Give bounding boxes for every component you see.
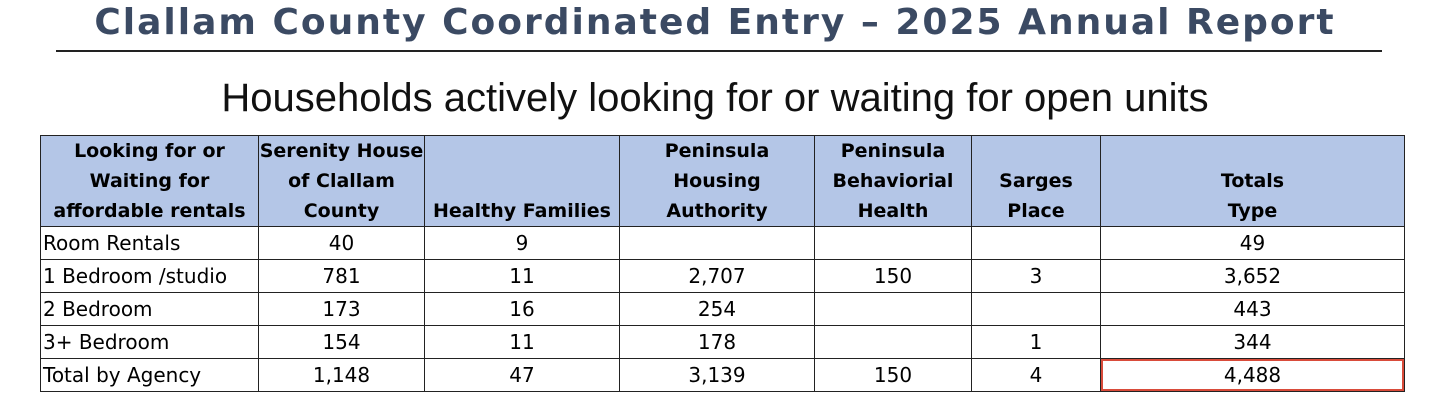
- table-cell: [814, 292, 972, 326]
- row-label: Room Rentals: [40, 226, 259, 260]
- table-row: Room Rentals 40 9 49: [40, 226, 1405, 260]
- header-totals-type: Totals Type: [1100, 135, 1405, 227]
- table-cell: 4: [971, 358, 1101, 392]
- header-serenity-house: Serenity House of Clallam County: [258, 135, 425, 227]
- table-cell: 254: [619, 292, 815, 326]
- row-label: 3+ Bedroom: [40, 325, 259, 359]
- row-label: Total by Agency: [40, 358, 259, 392]
- households-table: Looking for or Waiting for affordable re…: [40, 135, 1405, 392]
- table-cell: 3: [971, 259, 1101, 293]
- table-cell: 3,652: [1100, 259, 1405, 293]
- table-cell: 150: [814, 358, 972, 392]
- table-cell: 49: [1100, 226, 1405, 260]
- table-cell: [814, 226, 972, 260]
- table-cell: 11: [424, 259, 620, 293]
- report-title: Clallam County Coordinated Entry – 2025 …: [94, 2, 1336, 43]
- table-cell: 178: [619, 325, 815, 359]
- table-cell: 3,139: [619, 358, 815, 392]
- table-cell: 9: [424, 226, 620, 260]
- table-cell: 150: [814, 259, 972, 293]
- table-cell: 154: [258, 325, 425, 359]
- table-cell: [619, 226, 815, 260]
- header-rental-type: Looking for or Waiting for affordable re…: [40, 135, 259, 227]
- table-cell: [971, 226, 1101, 260]
- table-cell: 47: [424, 358, 620, 392]
- table-row: 1 Bedroom /studio 781 11 2,707 150 3 3,6…: [40, 259, 1405, 293]
- header-sarges-place: Sarges Place: [971, 135, 1101, 227]
- table-cell: 781: [258, 259, 425, 293]
- table-subtitle: Households actively looking for or waiti…: [221, 76, 1209, 120]
- table-cell: [971, 292, 1101, 326]
- table-cell: [814, 325, 972, 359]
- row-label: 1 Bedroom /studio: [40, 259, 259, 293]
- table-row: 3+ Bedroom 154 11 178 1 344: [40, 325, 1405, 359]
- table-cell: 2,707: [619, 259, 815, 293]
- table-total-row: Total by Agency 1,148 47 3,139 150 4 4,4…: [40, 358, 1405, 392]
- table-cell: 11: [424, 325, 620, 359]
- grand-total-cell: 4,488: [1100, 358, 1405, 392]
- table-cell: 344: [1100, 325, 1405, 359]
- header-healthy-families: Healthy Families: [424, 135, 620, 227]
- table-cell: 1: [971, 325, 1101, 359]
- table-row: 2 Bedroom 173 16 254 443: [40, 292, 1405, 326]
- table-cell: 16: [424, 292, 620, 326]
- row-label: 2 Bedroom: [40, 292, 259, 326]
- table-cell: 40: [258, 226, 425, 260]
- table-cell: 443: [1100, 292, 1405, 326]
- title-divider: [56, 50, 1382, 52]
- header-peninsula-housing: Peninsula Housing Authority: [619, 135, 815, 227]
- table-cell: 173: [258, 292, 425, 326]
- table-header-row: Looking for or Waiting for affordable re…: [40, 135, 1405, 227]
- header-peninsula-behavioral: Peninsula Behaviorial Health: [814, 135, 972, 227]
- table-cell: 1,148: [258, 358, 425, 392]
